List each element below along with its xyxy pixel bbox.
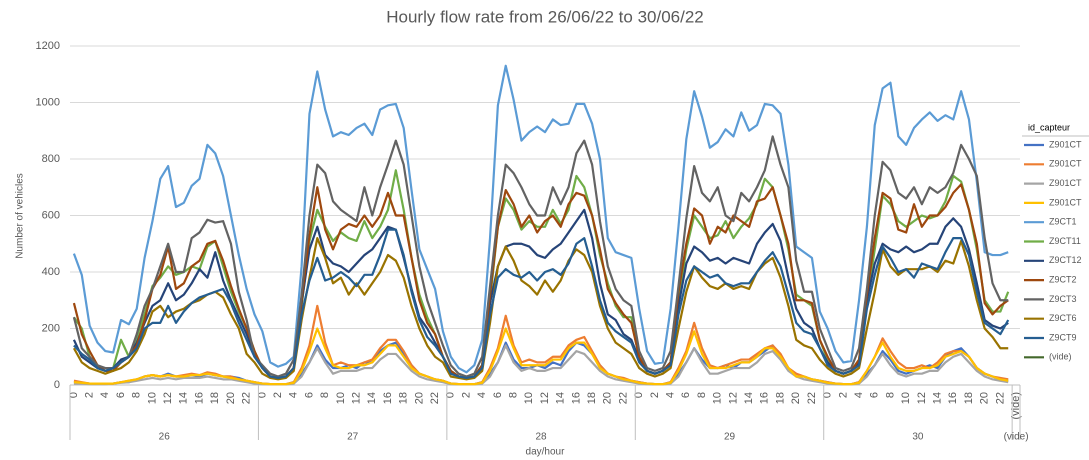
x-tick-label: 20 (979, 392, 991, 404)
x-tick-label: 12 (162, 392, 174, 404)
x-tick-label: 10 (712, 392, 724, 404)
x-tick-label: 16 (382, 392, 394, 404)
x-tick-label: 16 (570, 392, 582, 404)
x-tick-label: 20 (413, 392, 425, 404)
x-tick-label: 6 (115, 392, 127, 398)
x-tick-label: 4 (665, 392, 677, 398)
x-tick-label: 0 (633, 392, 645, 398)
x-group-label: 29 (724, 432, 736, 443)
x-tick-label: 8 (131, 392, 143, 398)
x-tick-label: 16 (193, 392, 205, 404)
y-tick-label: 0 (54, 379, 60, 391)
x-tick-label: 12 (539, 392, 551, 404)
x-tick-label: 2 (84, 392, 96, 398)
x-tick-label: 18 (774, 392, 786, 404)
x-tick-label: 20 (790, 392, 802, 404)
x-group-label: (vide) (1004, 432, 1029, 443)
x-tick-label: 8 (884, 392, 896, 398)
x-tick-label: 22 (429, 392, 441, 404)
x-tick-label: 16 (947, 392, 959, 404)
x-tick-label: 0 (445, 392, 457, 398)
legend-label: Z901CT (1049, 178, 1082, 188)
x-tick-label: 8 (319, 392, 331, 398)
x-tick-label: 22 (241, 392, 253, 404)
x-tick-label: 12 (916, 392, 928, 404)
x-tick-label: 4 (288, 392, 300, 398)
x-tick-label: 4 (853, 392, 865, 398)
y-tick-label: 800 (42, 153, 60, 165)
x-tick-label: 20 (602, 392, 614, 404)
legend-label: Z9CT12 (1049, 255, 1082, 265)
x-tick-label: 12 (727, 392, 739, 404)
y-tick-label: 200 (42, 322, 60, 334)
x-tick-label: 8 (508, 392, 520, 398)
x-tick-label: 0 (256, 392, 268, 398)
x-tick-label: 10 (146, 392, 158, 404)
x-tick-label: 2 (460, 392, 472, 398)
x-tick-label: 2 (649, 392, 661, 398)
x-tick-label: 22 (994, 392, 1006, 404)
legend-label: (vide) (1049, 352, 1072, 362)
x-tick-label: 6 (680, 392, 692, 398)
x-tick-label: 14 (178, 392, 190, 404)
x-tick-label: 14 (555, 392, 567, 404)
x-tick-label: 22 (806, 392, 818, 404)
x-group-label: 26 (159, 432, 171, 443)
x-axis-title: day/hour (526, 447, 566, 458)
x-tick-label: 2 (837, 392, 849, 398)
x-group-label: 27 (347, 432, 359, 443)
y-axis-title: Number of vehicles (15, 173, 26, 259)
x-tick-label: 10 (523, 392, 535, 404)
x-tick-label: 0 (822, 392, 834, 398)
y-tick-label: 600 (42, 209, 60, 221)
x-tick-label: (vide) (1010, 392, 1022, 420)
x-tick-label: 20 (225, 392, 237, 404)
legend-label: Z901CT (1049, 159, 1082, 169)
x-tick-label: 2 (272, 392, 284, 398)
series-line (73, 327, 1009, 386)
x-tick-label: 14 (743, 392, 755, 404)
x-tick-label: 10 (900, 392, 912, 404)
x-group-label: 30 (912, 432, 924, 443)
x-tick-label: 14 (931, 392, 943, 404)
x-tick-label: 6 (303, 392, 315, 398)
legend-label: Z9CT11 (1049, 236, 1081, 246)
y-tick-label: 1000 (36, 96, 60, 108)
legend-label: Z9CT3 (1049, 294, 1077, 304)
series-line (72, 64, 1009, 374)
x-tick-label: 18 (209, 392, 221, 404)
y-tick-label: 400 (42, 266, 60, 278)
x-tick-label: 18 (963, 392, 975, 404)
series-line (72, 135, 1009, 378)
x-tick-label: 6 (492, 392, 504, 398)
y-tick-label: 1200 (36, 40, 60, 52)
legend-title: id_capteur (1028, 122, 1070, 132)
legend-label: Z9CT6 (1049, 313, 1077, 323)
legend-label: Z901CT (1049, 139, 1082, 149)
legend-label: Z901CT (1049, 197, 1082, 207)
x-group-label: 28 (536, 432, 548, 443)
x-tick-label: 22 (617, 392, 629, 404)
x-tick-label: 10 (335, 392, 347, 404)
x-tick-label: 14 (366, 392, 378, 404)
series-line (72, 237, 1009, 381)
x-tick-label: 4 (476, 392, 488, 398)
x-tick-label: 18 (586, 392, 598, 404)
x-tick-label: 16 (759, 392, 771, 404)
series-line (73, 228, 1010, 380)
legend-label: Z9CT1 (1049, 217, 1077, 227)
chart-title: Hourly flow rate from 26/06/22 to 30/06/… (386, 7, 704, 26)
legend-label: Z9CT2 (1049, 274, 1077, 284)
x-tick-label: 8 (696, 392, 708, 398)
x-tick-label: 12 (350, 392, 362, 404)
x-tick-label: 6 (869, 392, 881, 398)
x-tick-label: 4 (99, 392, 111, 398)
x-tick-label: 18 (398, 392, 410, 404)
x-tick-label: 0 (68, 392, 80, 398)
legend-label: Z9CT9 (1049, 332, 1077, 342)
